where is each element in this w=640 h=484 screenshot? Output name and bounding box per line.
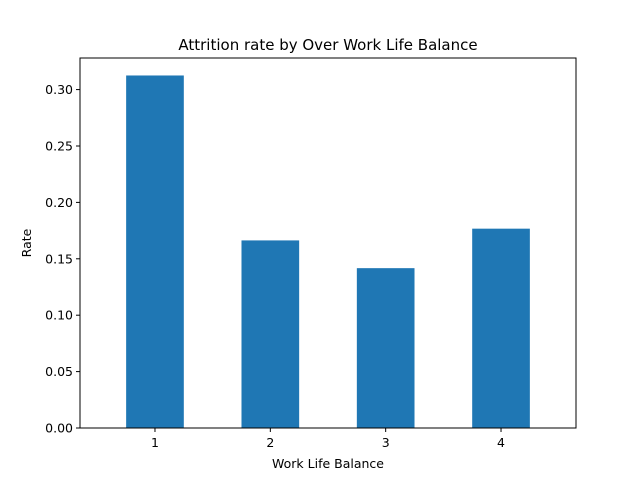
y-tick-label-0.05: 0.05 [45, 364, 73, 379]
x-tick-label-3: 3 [382, 435, 390, 450]
y-tick-label-0.15: 0.15 [45, 251, 73, 266]
plot-frame [79, 57, 577, 429]
bars-layer [126, 75, 530, 428]
bar-1 [126, 75, 184, 428]
bar-2 [241, 240, 300, 428]
y-tick-label-0.25: 0.25 [45, 138, 73, 153]
y-axis-label: Rate [19, 228, 34, 257]
y-tick-label-0.00: 0.00 [45, 421, 73, 436]
x-axis-label: Work Life Balance [272, 456, 384, 471]
bar-3 [356, 268, 415, 428]
x-tick-label-4: 4 [497, 435, 505, 450]
bar-4 [472, 228, 530, 428]
y-ticks: 0.00 0.05 0.10 0.15 0.20 0.25 0.30 [45, 82, 80, 436]
x-tick-label-1: 1 [151, 435, 159, 450]
x-tick-label-2: 2 [266, 435, 274, 450]
y-tick-label-0.10: 0.10 [45, 308, 73, 323]
y-tick-label-0.30: 0.30 [45, 82, 73, 97]
chart-title: Attrition rate by Over Work Life Balance [178, 36, 477, 54]
y-tick-label-0.20: 0.20 [45, 195, 73, 210]
x-ticks: 1 2 3 4 [151, 428, 505, 450]
